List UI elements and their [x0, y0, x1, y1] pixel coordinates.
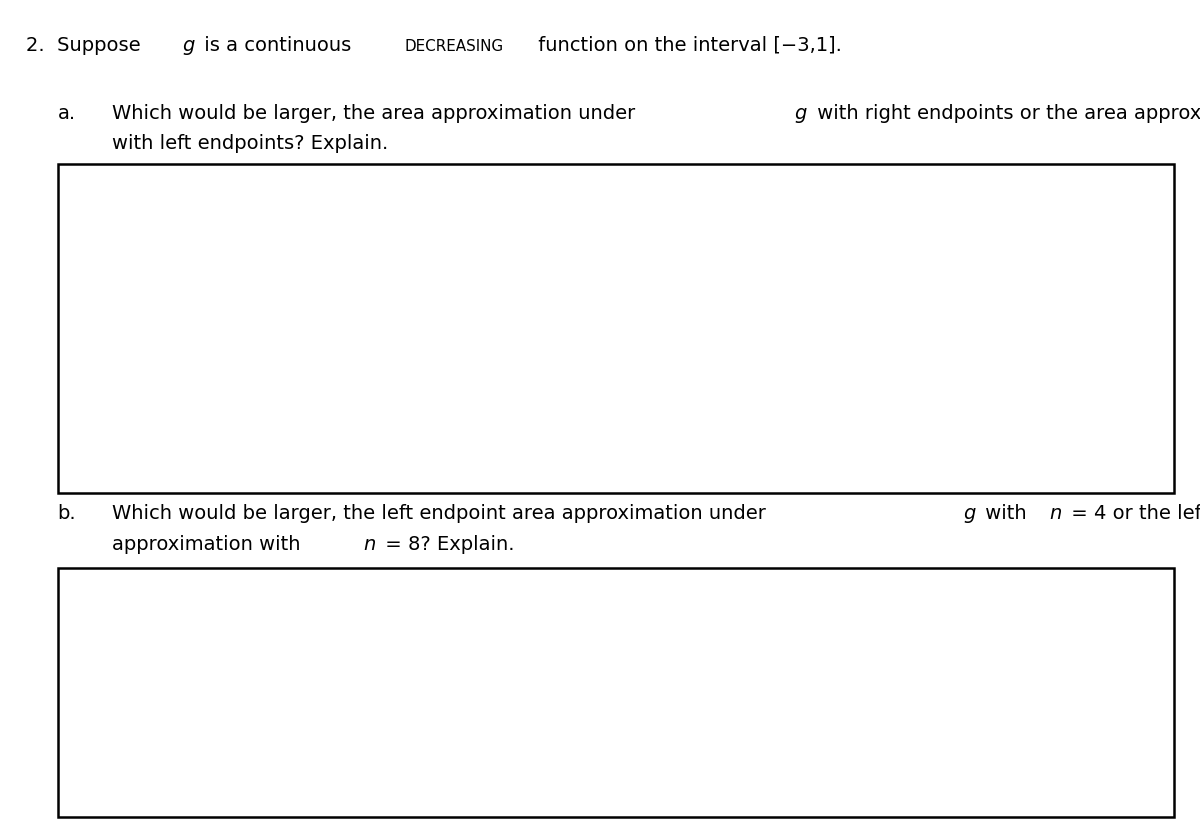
Text: = 4 or the left endpoint area: = 4 or the left endpoint area — [1064, 504, 1200, 523]
Text: DECREASING: DECREASING — [404, 39, 503, 54]
Text: = 8? Explain.: = 8? Explain. — [379, 535, 515, 554]
Text: a.: a. — [58, 104, 76, 123]
Text: function on the interval [−3,1].: function on the interval [−3,1]. — [532, 36, 842, 55]
Text: Which would be larger, the area approximation under: Which would be larger, the area approxim… — [112, 104, 641, 123]
Text: Which would be larger, the left endpoint area approximation under: Which would be larger, the left endpoint… — [112, 504, 772, 523]
Text: n: n — [362, 535, 376, 554]
Text: with left endpoints? Explain.: with left endpoints? Explain. — [112, 135, 388, 154]
Text: 2.  Suppose: 2. Suppose — [26, 36, 148, 55]
Text: approximation with: approximation with — [112, 535, 306, 554]
FancyBboxPatch shape — [58, 568, 1174, 817]
Text: g: g — [182, 36, 194, 55]
Text: g: g — [964, 504, 976, 523]
Text: g: g — [794, 104, 808, 123]
FancyBboxPatch shape — [58, 164, 1174, 493]
Text: with right endpoints or the area approximation: with right endpoints or the area approxi… — [811, 104, 1200, 123]
Text: b.: b. — [58, 504, 77, 523]
Text: is a continuous: is a continuous — [198, 36, 358, 55]
Text: with: with — [979, 504, 1033, 523]
Text: n: n — [1049, 504, 1061, 523]
